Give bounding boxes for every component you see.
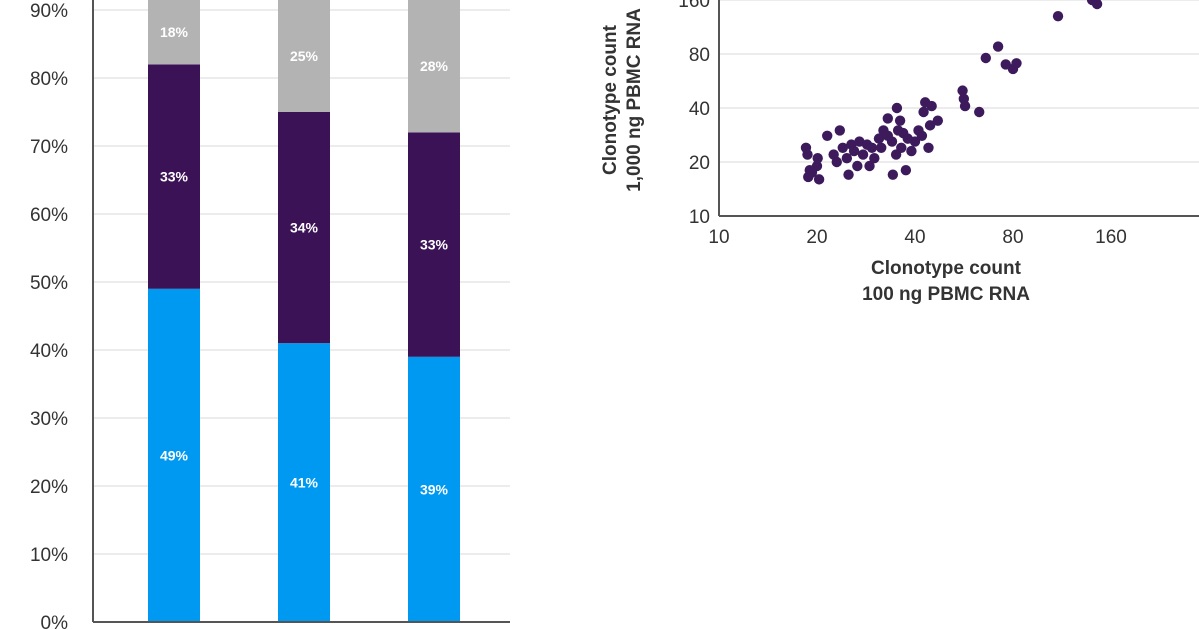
bar-y-tick-label: 30%	[30, 409, 68, 430]
scatter-y-tick-label: 20	[689, 153, 710, 174]
bar-data-label: 41%	[290, 475, 319, 491]
scatter-point	[906, 145, 917, 157]
scatter-point	[1011, 58, 1022, 69]
bar-segment-top	[148, 0, 200, 65]
bar-data-label: 33%	[420, 237, 449, 253]
scatter-y-tick-label: 40	[689, 99, 710, 120]
scatter-y-tick-labels: 10 20 40 80 160	[678, 0, 710, 228]
bar-data-label: 18%	[160, 24, 189, 40]
scatter-point	[959, 100, 971, 112]
scatter-y-tick-label: 80	[689, 45, 710, 66]
scatter-x-tick-labels: 10 20 40 80 160	[708, 227, 1126, 248]
scatter-point	[894, 115, 906, 126]
bar-segments: 49% 33% 18% 41% 34% 25% 39% 33% 28%	[148, 0, 460, 622]
scatter-point	[876, 142, 887, 153]
scatter-x-tick-label: 40	[904, 227, 925, 248]
scatter-x-tick-label: 20	[806, 227, 827, 248]
scatter-point	[882, 113, 894, 124]
bar-y-tick-label: 40%	[30, 341, 68, 362]
scatter-point	[980, 52, 992, 64]
scatter-x-axis-label-line2: 100 ng PBMC RNA	[862, 284, 1030, 305]
scatter-y-axis-label-line1: Clonotype count	[600, 24, 621, 175]
scatter-y-tick-label: 10	[689, 207, 710, 228]
bar-segment-middle	[408, 132, 460, 357]
scatter-point	[924, 120, 936, 131]
bar-segment-bottom	[408, 356, 460, 622]
scatter-point	[864, 160, 875, 172]
scatter-x-tick-label: 80	[1002, 227, 1023, 248]
scatter-point	[886, 136, 898, 147]
scatter-x-axis-label-line1: Clonotype count	[871, 258, 1022, 279]
scatter-point	[926, 100, 937, 112]
bar-y-tick-label: 90%	[30, 1, 68, 22]
scatter-point	[900, 165, 912, 176]
bar-y-tick-label: 0%	[41, 613, 69, 630]
bar-data-label: 33%	[160, 169, 189, 185]
scatter-x-tick-label: 10	[708, 227, 729, 248]
bar-data-label: 28%	[420, 58, 449, 74]
scatter-point	[916, 130, 928, 141]
scatter-point	[837, 142, 848, 153]
scatter-point	[923, 142, 934, 153]
scatter-x-tick-label: 160	[1095, 227, 1127, 248]
bar-segment-bottom	[278, 343, 330, 622]
scatter-point	[869, 152, 880, 164]
scatter-axes	[718, 0, 1199, 217]
scatter-point	[866, 142, 878, 153]
scatter-point	[932, 115, 944, 126]
scatter-point	[918, 106, 929, 118]
bar-data-label: 34%	[290, 220, 319, 236]
stacked-bar-chart: 49% 33% 18% 41% 34% 25% 39% 33% 28% 0% 10% 20% 30% 4…	[30, 0, 510, 630]
scatter-point	[1091, 0, 1103, 10]
scatter-point	[811, 160, 823, 172]
bar-segment-top	[278, 0, 330, 112]
scatter-point	[802, 149, 813, 160]
bar-y-tick-label: 10%	[30, 545, 68, 566]
scatter-point	[896, 142, 907, 153]
bar-segment-bottom	[148, 288, 200, 622]
scatter-point	[843, 169, 854, 180]
scatter-point	[812, 152, 823, 164]
bar-y-tick-label: 60%	[30, 205, 68, 226]
scatter-point	[813, 174, 825, 185]
scatter-point	[834, 125, 846, 136]
scatter-point	[891, 102, 903, 114]
scatter-point	[974, 106, 985, 118]
scatter-point	[822, 130, 833, 141]
bar-y-tick-label: 80%	[30, 69, 68, 90]
scatter-point	[857, 149, 869, 160]
scatter-point	[992, 41, 1004, 52]
bar-segment-top	[408, 0, 460, 133]
bar-segment-middle	[278, 112, 330, 344]
scatter-y-axis-label-line2: 1,000 ng PBMC RNA	[624, 8, 645, 192]
bar-y-tick-label: 20%	[30, 477, 68, 498]
bar-axes	[92, 0, 510, 623]
bar-data-label: 49%	[160, 447, 189, 463]
bar-data-label: 39%	[420, 481, 449, 497]
scatter-point	[848, 145, 860, 157]
scatter-gridlines	[719, 0, 1199, 163]
scatter-y-tick-label: 160	[678, 0, 710, 12]
scatter-point	[841, 152, 853, 164]
bar-segment-middle	[148, 64, 200, 289]
scatter-point	[1052, 10, 1064, 22]
scatter-point	[957, 85, 968, 96]
scatter-point	[909, 136, 921, 147]
scatter-point	[887, 169, 899, 180]
scatter-point	[831, 156, 842, 168]
bar-y-tick-labels: 0% 10% 20% 30% 40% 50% 60% 70% 80% 90%	[30, 1, 68, 630]
scatter-points	[800, 0, 1103, 185]
bar-data-label: 25%	[290, 48, 319, 64]
bar-y-tick-label: 70%	[30, 137, 68, 158]
scatter-point	[873, 133, 885, 144]
bar-y-tick-label: 50%	[30, 273, 68, 294]
scatter-point	[852, 160, 863, 172]
